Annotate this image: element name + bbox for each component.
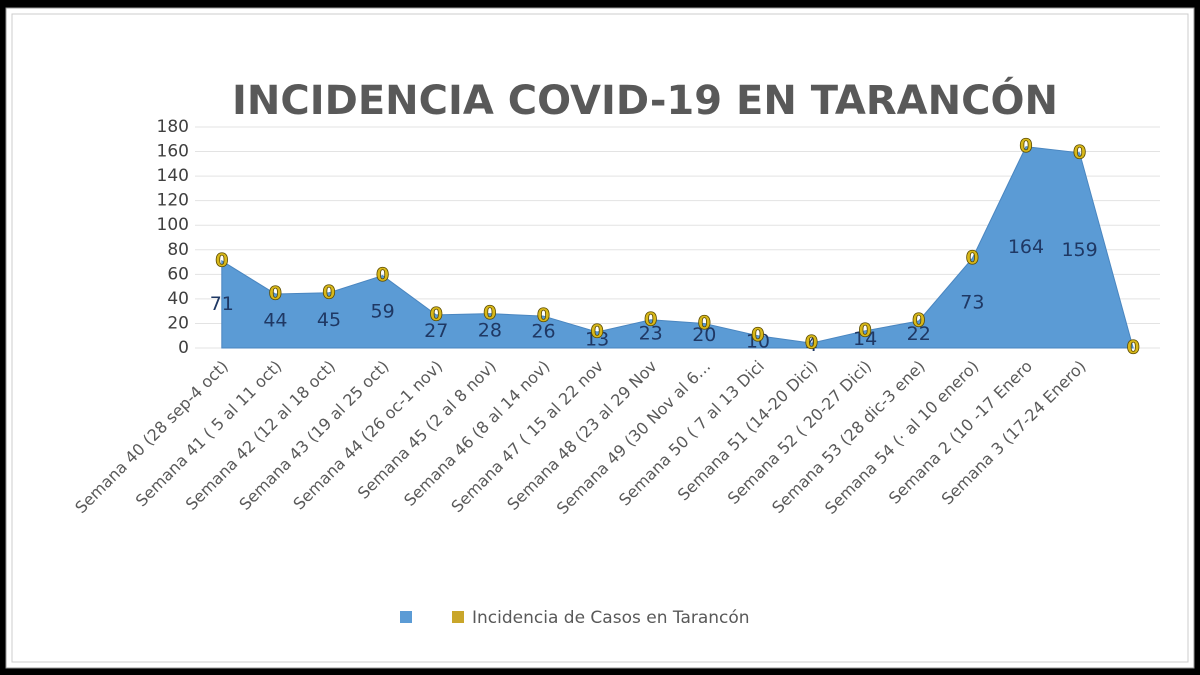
data-label: 44 (263, 309, 287, 331)
data-label: 0 (644, 308, 657, 330)
data-label: 4 (805, 334, 817, 356)
data-label: 164 (1008, 236, 1044, 258)
data-label: 0 (430, 303, 443, 325)
data-label: 0 (1127, 337, 1139, 359)
data-label: 0 (483, 302, 496, 324)
data-label: 0 (590, 321, 603, 343)
legend-swatch (452, 611, 464, 623)
data-label: 0 (859, 319, 872, 341)
data-label: 0 (966, 247, 979, 269)
y-tick-label: 100 (157, 215, 189, 235)
data-label: 0 (912, 309, 925, 331)
data-label: 28 (478, 319, 502, 341)
y-tick-label: 160 (157, 142, 189, 162)
data-label: 27 (424, 320, 448, 342)
data-label: 0 (698, 312, 711, 334)
y-tick-label: 60 (167, 264, 189, 284)
legend-swatch (400, 611, 412, 623)
data-label: 0 (1019, 135, 1032, 157)
legend-label: Incidencia de Casos en Tarancón (472, 608, 750, 628)
data-label: 14 (853, 328, 877, 350)
data-label: 0 (269, 282, 282, 304)
data-label: 20 (692, 324, 716, 346)
data-label: 13 (585, 329, 609, 351)
data-label: 22 (907, 323, 931, 345)
data-label: 159 (1061, 239, 1097, 261)
data-label: 10 (746, 330, 770, 352)
y-tick-label: 180 (157, 117, 189, 137)
data-label: 23 (639, 322, 663, 344)
y-tick-label: 20 (167, 313, 189, 333)
data-label: 0 (537, 305, 550, 327)
data-label: 0 (1073, 141, 1086, 163)
data-label: 59 (371, 300, 395, 322)
data-label: 0 (1127, 337, 1140, 359)
data-label: 73 (960, 292, 984, 314)
data-label: 0 (215, 249, 228, 271)
data-label: 0 (751, 324, 764, 346)
data-label: 0 (322, 281, 335, 303)
data-label: 0 (805, 332, 818, 354)
y-tick-label: 140 (157, 166, 189, 186)
y-tick-label: 120 (157, 191, 189, 211)
data-label: 45 (317, 309, 341, 331)
data-label: 0 (376, 264, 389, 286)
y-tick-label: 0 (178, 338, 189, 358)
data-label: 71 (210, 293, 234, 315)
y-tick-label: 40 (167, 289, 189, 309)
y-tick-label: 80 (167, 240, 189, 260)
chart-title: INCIDENCIA COVID-19 EN TARANCÓN (232, 76, 1058, 124)
data-label: 26 (531, 321, 555, 343)
area (221, 146, 1134, 349)
